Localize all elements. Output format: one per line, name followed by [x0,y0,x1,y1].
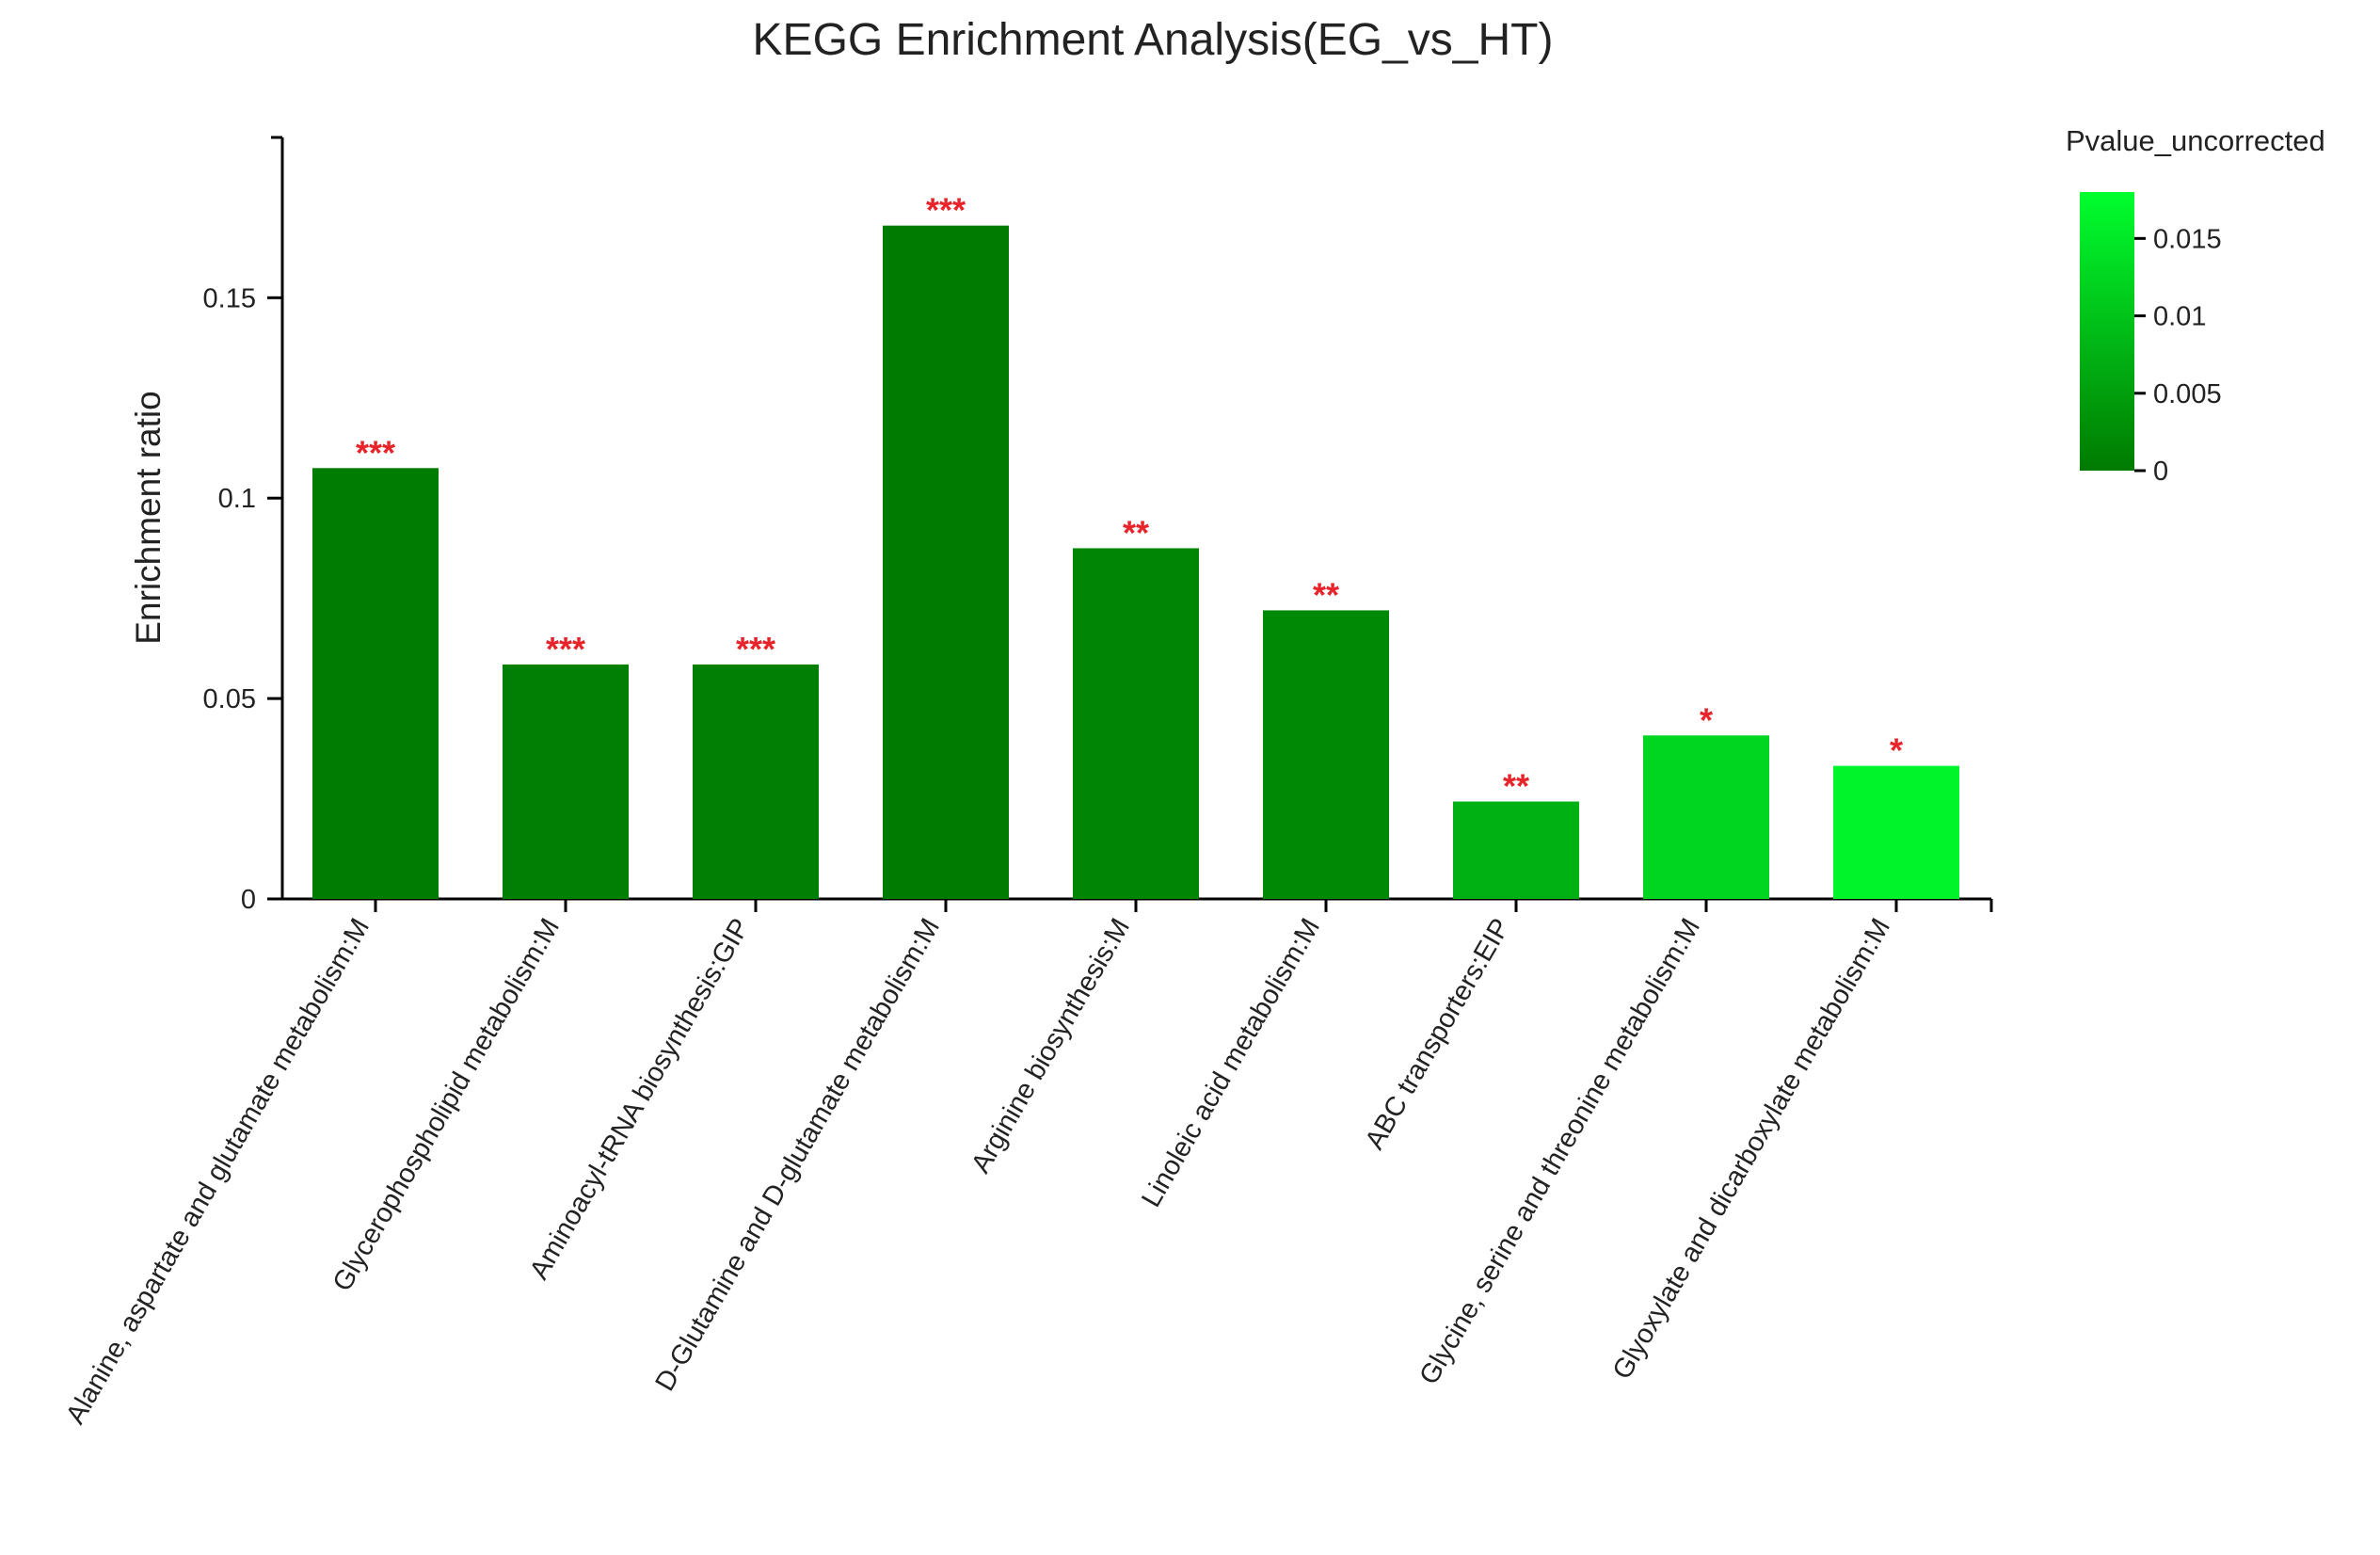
y-tick-label: 0.1 [218,484,256,514]
bar [312,468,439,899]
significance-label: * [1700,700,1713,739]
legend: Pvalue_uncorrected 0 0.005 0.01 0.015 [2066,124,2325,487]
legend-tick-label: 0.01 [2153,302,2206,332]
bar-series [312,225,1959,899]
legend-tick-label: 0.005 [2153,379,2222,409]
legend-color-bar [2080,192,2134,471]
chart-title: KEGG Enrichment Analysis(EG_vs_HT) [753,15,1554,65]
y-axis: 0 0.05 0.1 0.15 [203,136,284,915]
bar [883,225,1009,899]
y-axis-label: Enrichment ratio [129,391,168,644]
bar [1453,801,1579,899]
significance-labels: ****** ************** [356,191,1903,806]
significance-label: ** [1123,513,1149,552]
bar [693,664,819,899]
significance-label: ** [1313,575,1339,614]
y-tick-label: 0.15 [203,283,256,313]
x-tick-label: Linoleic acid metabolism:M [1136,914,1326,1213]
significance-label: *** [736,630,775,668]
x-tick-label: Glycerophospholipid metabolism:M [327,914,566,1297]
significance-label: ** [1503,767,1529,806]
bar [503,664,629,899]
significance-label: *** [546,630,585,668]
legend-tick-label: 0.015 [2153,224,2222,254]
bar [1263,610,1389,899]
y-tick-label: 0.05 [203,684,256,714]
x-axis [282,897,1993,912]
legend-title: Pvalue_uncorrected [2066,124,2325,157]
significance-label: *** [356,433,395,472]
significance-label: * [1890,731,1903,770]
x-tick-label: Arginine biosynthesis:M [966,914,1136,1178]
legend-tick-label: 0 [2153,457,2168,487]
bar [1643,735,1769,899]
y-tick-label: 0 [241,885,256,915]
legend-ticks: 0 0.005 0.01 0.015 [2134,224,2222,487]
significance-label: *** [926,191,966,230]
x-tick-label: ABC transporters:EIP [1360,914,1516,1155]
x-tick-label: Alanine, aspartate and glutamate metabol… [60,914,375,1430]
bar [1073,548,1199,899]
bar [1833,765,1959,899]
x-tick-label: Aminoacyl-tRNA biosynthesis:GIP [524,914,756,1285]
category-labels: Alanine, aspartate and glutamate metabol… [60,914,1896,1430]
